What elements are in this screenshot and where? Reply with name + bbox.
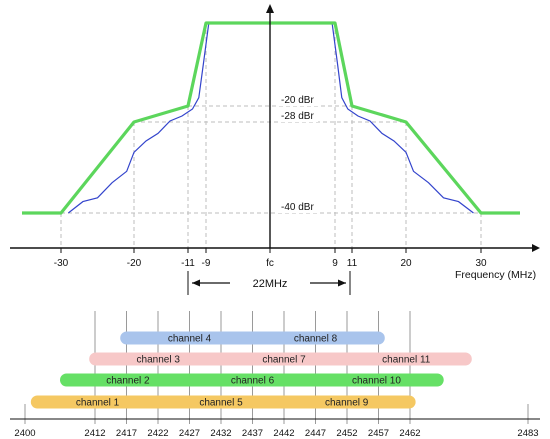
channel-bar-channel-1: channel 1 xyxy=(30,395,165,409)
frequency-tick-label: 2483 xyxy=(517,428,538,439)
spectrum-mask-diagram: -30 -20 -11 -9 fc 9 11 20 30 -20 dBr -28 dBr -40 d… xyxy=(10,4,540,295)
offset-tick-label: 9 xyxy=(332,258,338,269)
channel-frequency-ticks: 2400 2412 2417 2422 2427 2432 2437 2442 2447 2452… xyxy=(14,428,538,439)
channel-band xyxy=(30,395,165,409)
frequency-tick-label: 2432 xyxy=(210,428,231,439)
spectral-mask-line xyxy=(22,21,520,215)
channel-bar-channel-7: channel 7 xyxy=(214,352,354,366)
channel-band xyxy=(340,352,472,366)
channel-bar-channel-5: channel 5 xyxy=(151,395,291,409)
channel-label: channel 5 xyxy=(199,398,243,409)
channel-label: channel 3 xyxy=(137,355,181,366)
frequency-tick-label: 2412 xyxy=(84,428,105,439)
channel-band xyxy=(309,373,444,387)
level-label: -40 dBr xyxy=(281,202,314,213)
channel-bar-channel-8: channel 8 xyxy=(246,331,385,345)
channel-band xyxy=(151,395,291,409)
channel-band xyxy=(183,373,322,387)
channel-bar-channel-10: channel 10 xyxy=(309,373,444,387)
frequency-offset-ticks: -30 -20 -11 -9 fc 9 11 20 30 xyxy=(54,248,487,269)
offset-tick-label: 30 xyxy=(475,258,487,269)
frequency-axis-label: Frequency (MHz) xyxy=(455,269,536,281)
channel-band xyxy=(89,352,228,366)
channel-band xyxy=(214,352,354,366)
channel-label: channel 4 xyxy=(168,334,212,345)
frequency-tick-label: 2447 xyxy=(305,428,326,439)
offset-tick-label: -11 xyxy=(181,258,195,269)
level-label: -28 dBr xyxy=(281,111,314,122)
frequency-tick-label: 2462 xyxy=(399,428,420,439)
frequency-tick-label: 2452 xyxy=(336,428,357,439)
channel-label: channel 8 xyxy=(294,334,338,345)
channel-bar-channel-9: channel 9 xyxy=(277,395,416,409)
bandwidth-indicator: 22MHz xyxy=(187,271,351,295)
offset-tick-label: 20 xyxy=(400,258,412,269)
channel-label: channel 10 xyxy=(352,376,401,387)
channel-bar-channel-2: channel 2 xyxy=(60,373,196,387)
channel-bar-channel-6: channel 6 xyxy=(183,373,322,387)
channel-bar-channel-4: channel 4 xyxy=(120,331,259,345)
level-label-background xyxy=(278,201,318,213)
channel-bar-channel-11: channel 11 xyxy=(340,352,472,366)
frequency-axis-arrow xyxy=(532,244,540,252)
frequency-tick-label: 2427 xyxy=(179,428,200,439)
channel-label: channel 11 xyxy=(382,355,431,366)
channel-label: channel 9 xyxy=(325,398,369,409)
level-axis-arrow xyxy=(266,4,274,13)
level-label-background xyxy=(278,94,318,106)
frequency-tick-label: 2442 xyxy=(273,428,294,439)
level-label: -20 dBr xyxy=(281,95,314,106)
frequency-tick-label: 2400 xyxy=(14,428,35,439)
offset-tick-label: 11 xyxy=(347,258,358,269)
offset-tick-label: fc xyxy=(266,258,274,269)
offset-tick-label: -20 xyxy=(127,258,142,269)
frequency-tick-label: 2457 xyxy=(368,428,389,439)
channel-label: channel 7 xyxy=(262,355,306,366)
offset-tick-label: -9 xyxy=(202,258,211,269)
channel-label: channel 1 xyxy=(76,398,120,409)
channel-bar-channel-3: channel 3 xyxy=(89,352,228,366)
channel-label: channel 6 xyxy=(231,376,275,387)
bandwidth-label: 22MHz xyxy=(253,278,288,290)
level-label-background xyxy=(278,110,318,122)
channel-bars: channel 1 channel 5 channel 9 channel 2 chan… xyxy=(30,331,472,409)
offset-tick-label: -30 xyxy=(54,258,69,269)
dbr-level-labels: -20 dBr -28 dBr -40 dBr xyxy=(278,94,318,213)
signal-spectrum-line xyxy=(67,22,474,214)
frequency-tick-label: 2437 xyxy=(242,428,263,439)
channel-band xyxy=(120,331,259,345)
channel-band xyxy=(246,331,385,345)
channel-allocation-diagram: channel 1 channel 5 channel 9 channel 2 chan… xyxy=(10,311,540,439)
channel-band xyxy=(277,395,416,409)
channel-band xyxy=(60,373,196,387)
frequency-tick-label: 2417 xyxy=(116,428,137,439)
frequency-tick-label: 2422 xyxy=(147,428,168,439)
channel-label: channel 2 xyxy=(106,376,150,387)
